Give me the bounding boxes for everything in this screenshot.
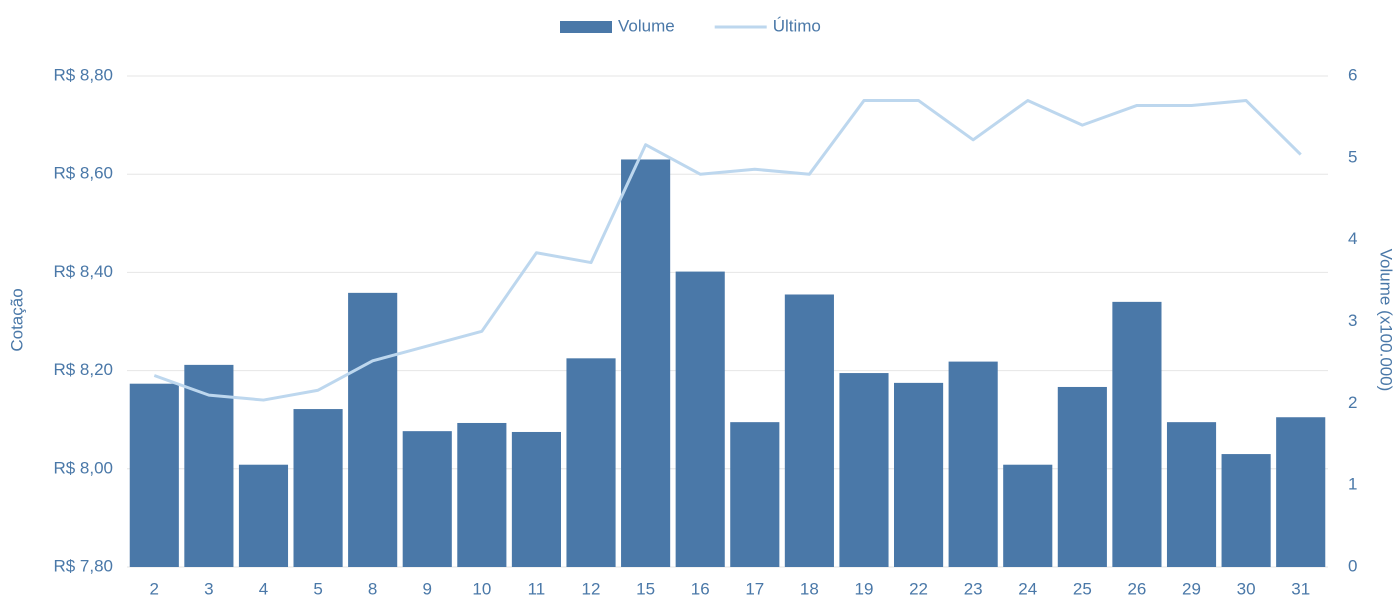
bar [457,422,507,567]
x-tick-label: 16 [691,579,710,598]
bar [948,361,998,567]
y-tick-label: R$ 8,80 [53,65,113,84]
y2-tick-label: 2 [1348,393,1357,412]
x-tick-label: 26 [1127,579,1146,598]
bar [511,431,561,567]
bar [1166,422,1217,567]
y-tick-label: R$ 8,00 [53,458,113,477]
bar [1057,386,1107,567]
x-tick-label: 3 [204,579,213,598]
legend-label: Volume [618,16,675,35]
x-tick-label: 17 [745,579,764,598]
x-tick-label: 24 [1018,579,1037,598]
y2-tick-label: 0 [1348,556,1357,575]
x-tick-label: 18 [800,579,819,598]
x-tick-label: 31 [1291,579,1310,598]
y2-tick-label: 1 [1348,475,1357,494]
x-tick-label: 30 [1237,579,1256,598]
x-tick-label: 4 [259,579,268,598]
bar [129,383,179,567]
bar [402,431,452,567]
x-tick-label: 23 [964,579,983,598]
x-tick-label: 12 [582,579,601,598]
bar [730,422,780,567]
bar [1276,417,1326,567]
y-tick-label: R$ 8,20 [53,360,113,379]
bar [1003,464,1053,567]
legend-swatch [560,21,612,33]
x-tick-label: 25 [1073,579,1092,598]
bar [675,271,725,567]
y2-tick-label: 4 [1348,229,1357,248]
x-tick-label: 8 [368,579,377,598]
bar [894,382,944,567]
bar [238,464,289,567]
y-axis-label: Cotação [7,288,26,351]
x-tick-label: 10 [472,579,491,598]
y-tick-label: R$ 8,60 [53,164,113,183]
x-tick-label: 19 [855,579,874,598]
y2-tick-label: 5 [1348,147,1357,166]
x-tick-label: 15 [636,579,655,598]
bar [293,409,343,567]
y-tick-label: R$ 8,40 [53,262,113,281]
line [153,99,1302,402]
x-tick-label: 5 [313,579,322,598]
bar [621,159,671,567]
bar [784,294,834,567]
bar [839,373,889,567]
x-tick-label: 22 [909,579,928,598]
bar [1112,301,1162,567]
x-tick-label: 29 [1182,579,1201,598]
x-tick-label: 11 [528,579,546,598]
y-tick-label: R$ 7,80 [53,556,113,575]
y2-axis-label: Volume (x100.000) [1377,249,1396,392]
legend-label: Último [773,16,821,35]
bar [1221,454,1271,567]
y2-tick-label: 3 [1348,311,1357,330]
bar [348,292,398,567]
bar [566,358,616,567]
x-tick-label: 2 [150,579,159,598]
bar [184,364,234,567]
y2-tick-label: 6 [1348,65,1357,84]
x-tick-label: 9 [423,579,432,598]
